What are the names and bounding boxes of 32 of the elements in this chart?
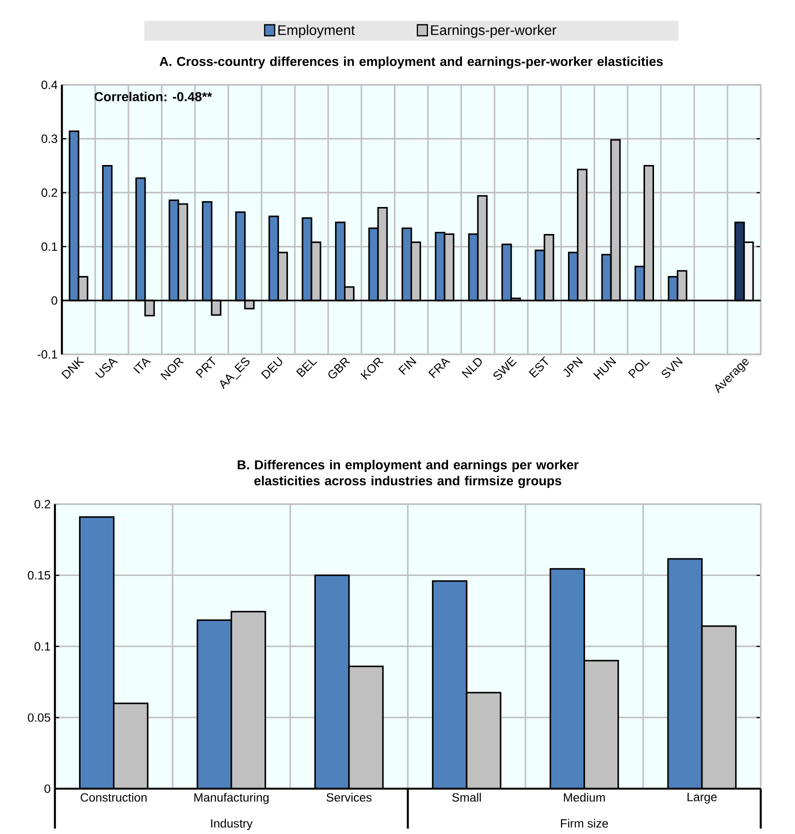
y-tick-label: 0.2 [34,500,50,508]
y-tick-label: 0.15 [28,571,50,580]
x-tick-label: Construction [80,792,147,802]
x-tick-label: Manufacturing [194,792,269,804]
annotation: Correlation: -0.48** [94,92,212,102]
text: Industry [211,818,253,830]
y-tick-label: 0.3 [42,134,58,143]
x-tick-label: POL [628,359,650,378]
y-tick-label: 0 [44,784,50,793]
y-tick-label: 0.1 [42,242,58,251]
x-tick-label: BEL [296,359,318,378]
y-tick-label: 0.2 [42,188,58,197]
x-tick-label: Medium [564,792,605,802]
x-tick-label: FRA [428,358,451,378]
chart-title: B. Differences in employment and earnings per worker elasticities across industries and firmsize groups [238,460,579,488]
x-tick-label: USA [95,358,118,378]
text: Firm size [561,818,608,828]
x-tick-label: JPN [564,356,583,377]
x-tick-label: Large [688,792,717,804]
legend-label: Employment [278,24,355,38]
legend-label: Earnings-per-worker [431,24,557,38]
y-tick-label: -0.1 [38,350,58,359]
y-tick-label: 0.4 [42,80,58,90]
x-tick-label: Small [452,792,481,802]
x-tick-label: FIN [398,356,417,375]
y-tick-label: 0.05 [28,713,50,722]
y-tick-label: 0 [52,296,58,305]
x-tick-label: ITA [133,358,152,374]
x-tick-label: Services [326,792,372,802]
y-tick-label: 0.1 [34,642,50,651]
chart-title: A. Cross-country differences in employment and earnings-per-worker elasticities [160,56,663,69]
x-tick-label: NLD [462,358,482,378]
